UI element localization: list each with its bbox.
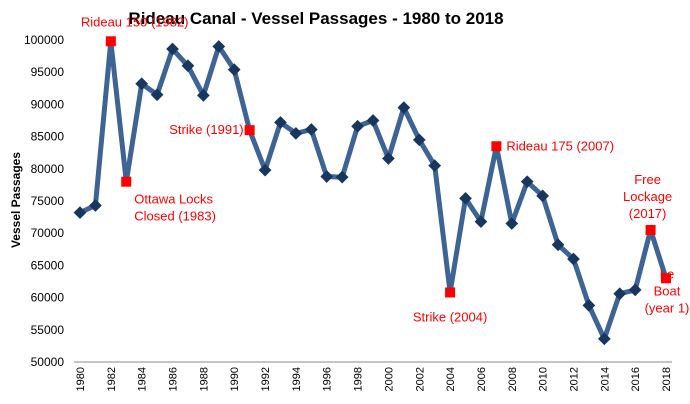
annotation-label: Ottawa Locks Closed (1983) — [134, 192, 216, 224]
y-tick-label: 75000 — [31, 194, 65, 208]
y-tick-label: 65000 — [31, 258, 65, 272]
highlighted-point — [105, 36, 116, 47]
data-point — [474, 215, 488, 228]
annotation-label: Rideau 175 (2007) — [506, 138, 614, 153]
data-point — [397, 101, 411, 114]
y-tick-labels: 50000 55000 60000 65000 70000 75000 80000 85000… — [24, 33, 64, 369]
x-tick-label: 2014 — [599, 367, 611, 391]
data-point — [320, 170, 334, 183]
x-tick-label: 1996 — [322, 367, 334, 391]
data-point — [197, 89, 210, 102]
data-point — [212, 40, 226, 53]
y-axis-label: Vessel Passages — [9, 152, 23, 248]
highlighted-point — [661, 273, 671, 284]
x-tick-label: 2016 — [630, 367, 642, 391]
y-tick-label: 55000 — [31, 323, 65, 337]
x-tick-label: 2012 — [568, 367, 580, 391]
y-tick-label: 60000 — [31, 291, 65, 305]
data-point — [89, 199, 102, 212]
data-point — [505, 217, 519, 230]
x-tick-label: 1982 — [106, 367, 118, 391]
y-tick-label: 95000 — [31, 65, 65, 79]
x-tick-label: 2010 — [538, 367, 550, 391]
y-tick-label: 50000 — [31, 355, 65, 369]
x-tick-label: 1992 — [260, 367, 272, 391]
x-tick-label: 1980 — [75, 367, 87, 391]
data-point — [289, 127, 303, 140]
data-point — [567, 252, 580, 266]
x-tick-label: 2002 — [414, 367, 426, 391]
x-tick-label: 1994 — [291, 367, 303, 391]
annotations: Rideau 150 (1982) Ottawa Locks Closed (198… — [81, 14, 690, 324]
data-point — [459, 192, 472, 205]
x-tick-label: 2018 — [661, 367, 673, 391]
annotation-label: Free Lockage (2017) — [623, 172, 672, 221]
x-tick-label: 1988 — [198, 367, 210, 391]
data-point — [304, 123, 318, 136]
annotation-label: Strike (2004) — [413, 309, 487, 324]
data-point — [274, 116, 287, 129]
highlighted-point — [645, 224, 656, 235]
data-point — [382, 152, 395, 165]
y-tick-label: 90000 — [31, 97, 65, 111]
highlighted-point — [491, 141, 502, 152]
data-point — [166, 42, 179, 56]
x-tick-label: 2006 — [476, 367, 488, 391]
y-tick-label: 100000 — [24, 33, 64, 47]
x-tick-label: 1986 — [168, 367, 180, 391]
data-point — [428, 159, 442, 172]
x-tick-label: 2000 — [383, 367, 395, 391]
y-tick-label: 70000 — [31, 226, 65, 240]
data-point — [181, 59, 195, 73]
data-point — [73, 206, 87, 219]
data-point — [351, 119, 364, 133]
x-tick-label: 2004 — [445, 367, 457, 391]
x-tick-label: 1984 — [137, 367, 149, 391]
data-point — [150, 88, 164, 102]
x-tick-labels: 1980 1982 1984 1986 1988 1990 1992 1994 1996 1998… — [75, 367, 673, 391]
highlighted-point — [121, 176, 132, 187]
x-tick-label: 2008 — [507, 367, 519, 391]
data-point — [613, 287, 627, 301]
annotation-label: Rideau 150 (1982) — [81, 14, 189, 29]
highlighted-point — [244, 125, 255, 136]
data-point — [366, 114, 380, 127]
annotation-label: Le Boat (year 1) — [645, 266, 690, 315]
y-tick-label: 80000 — [31, 162, 65, 176]
data-point — [335, 170, 349, 184]
y-tick-label: 85000 — [31, 130, 65, 144]
data-point — [628, 283, 642, 297]
x-tick-label: 1990 — [229, 367, 241, 391]
chart-title: Rideau Canal - Vessel Passages - 1980 to… — [128, 9, 503, 28]
data-point — [412, 133, 426, 147]
data-point — [135, 77, 149, 91]
data-point — [227, 63, 241, 76]
highlighted-point — [445, 287, 456, 298]
annotation-label: Strike (1991) — [169, 122, 243, 137]
series-line — [77, 38, 669, 342]
x-tick-label: 1998 — [353, 367, 365, 391]
data-point — [258, 163, 272, 177]
